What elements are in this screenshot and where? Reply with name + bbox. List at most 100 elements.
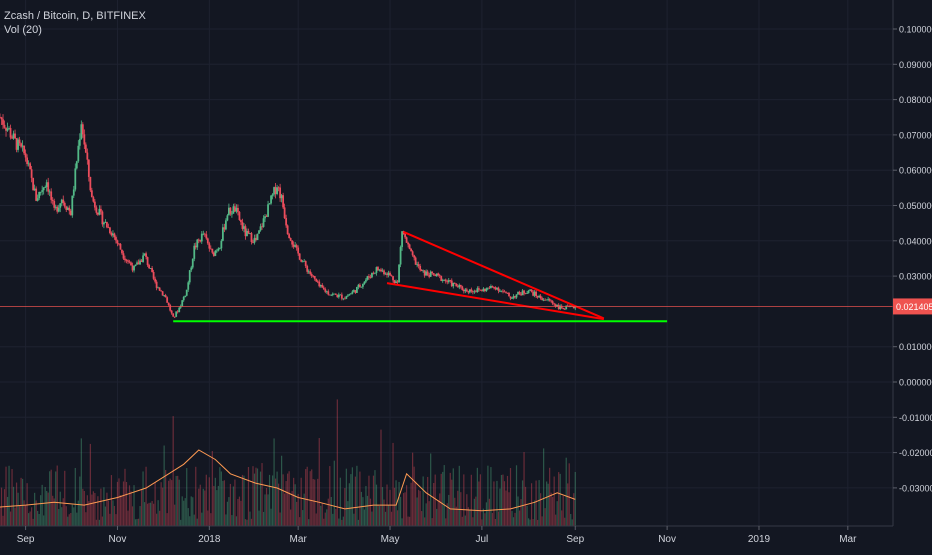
volume-bar [268, 474, 271, 526]
volume-bar [330, 496, 332, 526]
candle-body [125, 260, 128, 261]
volume-bar [225, 514, 227, 526]
volume-bar [189, 516, 191, 526]
candle-body [75, 161, 78, 169]
candle-body [309, 271, 312, 275]
volume-bar [14, 507, 16, 526]
volume-bar [320, 505, 322, 526]
time-axis[interactable]: Sep Nov 2018 Mar May Jul Sep Nov 2019 Mar [0, 525, 893, 545]
candle-body [369, 277, 372, 279]
candle-body [74, 168, 77, 190]
candle-body [310, 274, 313, 276]
volume-bar [573, 493, 575, 526]
volume-bar [52, 495, 54, 526]
volume-bar [267, 494, 269, 526]
volume-bar [555, 514, 557, 526]
volume-bar [156, 513, 158, 526]
candle-body [416, 264, 419, 266]
symbol-title[interactable]: Zcash / Bitcoin, D, BITFINEX [4, 10, 146, 22]
volume-bar [168, 480, 170, 526]
candle-body [134, 264, 137, 266]
volume-bar [549, 467, 551, 526]
candle-body [196, 239, 199, 248]
candle-body [265, 216, 268, 218]
volume-bar [564, 517, 566, 526]
volume-indicator-label[interactable]: Vol (20) [4, 24, 42, 36]
candle-body [505, 291, 507, 293]
last-price-label: 0.021405 [896, 302, 932, 312]
candle-body [468, 289, 471, 293]
volume-bar [544, 508, 546, 526]
candle-body [193, 245, 196, 259]
candle-body [303, 260, 306, 262]
candle-body [357, 284, 360, 287]
candle-body [131, 265, 134, 271]
volume-bar [422, 476, 424, 526]
candle-body [508, 292, 510, 297]
volume-bar [541, 516, 543, 526]
chart-legend: Zcash / Bitcoin, D, BITFINEX Vol (20) [4, 9, 146, 37]
candle-body [211, 248, 214, 253]
candle-body [515, 294, 518, 298]
chart-grid [0, 0, 893, 526]
candle-body [256, 233, 259, 241]
volume-bar [91, 494, 93, 526]
volume-bar [530, 483, 533, 526]
volume-bar [529, 519, 531, 526]
candle-body [354, 290, 357, 293]
candle-body [514, 296, 516, 298]
candle-body [223, 227, 226, 230]
candle-body [377, 267, 379, 271]
candle-body [383, 270, 385, 275]
volume-bar [205, 474, 207, 526]
volume-bar [439, 493, 441, 526]
volume-bar [104, 506, 107, 526]
volume-bar [436, 508, 438, 526]
candle-body [541, 298, 544, 301]
volume-bar [493, 481, 495, 526]
volume-bar [547, 483, 549, 526]
candle-body [166, 297, 169, 303]
candle-body [59, 203, 62, 208]
candle-body [404, 234, 406, 238]
volume-bar [518, 510, 521, 526]
volume-bar [274, 478, 277, 526]
volume-bar [396, 510, 399, 526]
volume-bar [137, 518, 140, 526]
candle-body [84, 144, 87, 153]
volume-bar [80, 438, 82, 526]
volume-bar [77, 500, 79, 526]
volume-bar [532, 519, 534, 526]
volume-bar [110, 475, 113, 526]
volume-bar [89, 443, 91, 526]
volume-bar [458, 465, 460, 526]
falling-wedge-lower-line[interactable] [386, 282, 605, 321]
volume-bar [497, 511, 500, 526]
candle-body [417, 264, 420, 266]
candle-body [86, 152, 89, 160]
candle-body [136, 262, 138, 265]
volume-bar [11, 469, 13, 526]
candle-body [295, 245, 298, 248]
volume-bar [419, 491, 421, 526]
candle-body [490, 286, 492, 289]
candle-body [264, 216, 266, 219]
volume-bar [540, 493, 542, 526]
candle-body [480, 290, 483, 292]
volume-bar [82, 488, 84, 526]
volume-bar [427, 476, 429, 526]
volume-bar [524, 486, 527, 526]
candle-body [98, 208, 101, 215]
volume-ma-line [0, 449, 576, 512]
candle-body [20, 143, 22, 147]
volume-bar [448, 494, 450, 526]
drawings[interactable] [0, 231, 893, 323]
falling-wedge-upper-line[interactable] [403, 231, 605, 320]
candle-body [390, 275, 393, 277]
candle-body [95, 207, 98, 213]
candle-body [38, 191, 41, 199]
